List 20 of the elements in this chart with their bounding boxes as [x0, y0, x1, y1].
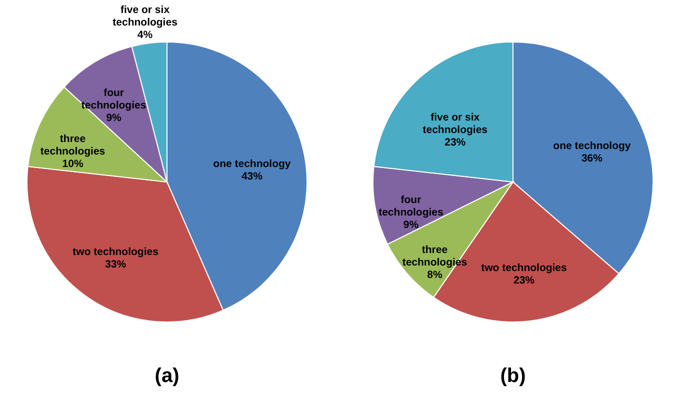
data-label: 23% — [513, 274, 536, 287]
slice-label: five or six technologies — [422, 111, 488, 136]
slice-label: five or six technologies — [112, 4, 178, 28]
data-label: 36% — [581, 152, 604, 164]
data-label: 33% — [105, 258, 127, 270]
slice-label: one technology — [213, 158, 291, 170]
slice-label: one technology — [553, 140, 631, 152]
text: (a) — [154, 365, 180, 387]
text: (b) — [500, 365, 526, 387]
slice-label: four technologies — [378, 194, 444, 218]
data-label: 23% — [444, 136, 466, 148]
data-label: 9% — [106, 112, 122, 124]
slice-label: two technologies — [72, 246, 159, 258]
data-label: 10% — [62, 158, 84, 170]
data-label: 43% — [241, 170, 264, 183]
slice-label: three technologies — [40, 132, 106, 158]
data-label: 9% — [403, 218, 420, 231]
slice-label: two technologies — [481, 262, 568, 274]
data-label: 4% — [137, 28, 154, 41]
data-label: 8% — [427, 268, 443, 281]
